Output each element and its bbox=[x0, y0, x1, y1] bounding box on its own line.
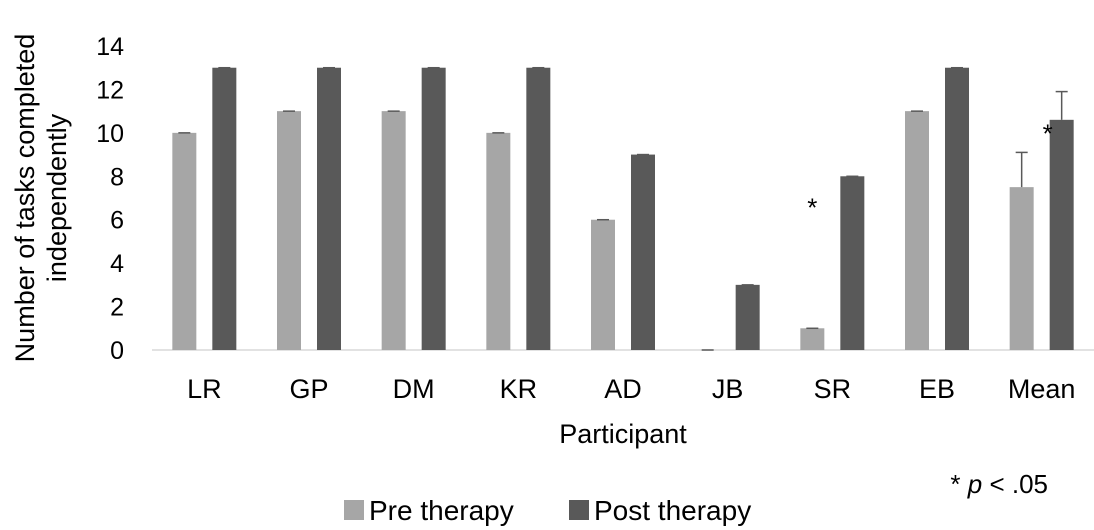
legend: Pre therapy Post therapy bbox=[344, 495, 751, 526]
bar-post bbox=[212, 67, 237, 350]
legend-swatch-pre bbox=[344, 500, 364, 520]
bar-pre bbox=[800, 328, 825, 350]
x-axis-categories: LR GP DM KR AD JB SR EB Mean bbox=[187, 374, 1075, 404]
significance-marks: ** bbox=[807, 118, 1052, 222]
x-tick-label: KR bbox=[500, 374, 538, 404]
y-tick-label: 14 bbox=[96, 33, 124, 61]
footnote-prefix: * bbox=[950, 469, 967, 499]
error-bars bbox=[178, 66, 1068, 351]
bar-pre bbox=[905, 111, 929, 351]
y-tick-label: 10 bbox=[96, 120, 124, 148]
x-tick-label: AD bbox=[604, 374, 642, 404]
y-tick-label: 0 bbox=[110, 337, 124, 365]
y-tick-label: 4 bbox=[110, 250, 124, 278]
footnote-suffix: < .05 bbox=[982, 469, 1048, 499]
bar-post bbox=[526, 67, 551, 350]
legend-label-pre: Pre therapy bbox=[369, 495, 514, 526]
x-tick-label: GP bbox=[289, 374, 328, 404]
significance-footnote: * p < .05 bbox=[950, 469, 1048, 499]
bar-pre bbox=[1009, 187, 1034, 350]
bar-post bbox=[317, 67, 341, 350]
bar-post bbox=[1049, 119, 1074, 350]
y-tick-label: 6 bbox=[110, 207, 124, 235]
footnote-p: p bbox=[967, 469, 982, 499]
bar-pre bbox=[381, 111, 406, 351]
bar-post bbox=[631, 154, 655, 350]
bar-pre bbox=[486, 132, 511, 350]
x-tick-label: JB bbox=[712, 374, 744, 404]
bars bbox=[172, 67, 1074, 351]
y-axis-title-line-1: Number of tasks completed bbox=[10, 34, 40, 363]
x-tick-label: Mean bbox=[1008, 374, 1076, 404]
legend-swatch-post bbox=[569, 500, 589, 520]
y-axis-ticks: 0 2 4 6 8 10 12 14 bbox=[96, 33, 124, 365]
y-tick-label: 8 bbox=[110, 163, 124, 191]
x-tick-label: DM bbox=[393, 374, 435, 404]
significance-star: * bbox=[807, 192, 817, 222]
bar-post bbox=[421, 67, 446, 350]
bar-pre bbox=[172, 132, 197, 350]
bar-post bbox=[840, 176, 865, 350]
y-tick-label: 2 bbox=[110, 294, 124, 322]
x-tick-label: LR bbox=[187, 374, 222, 404]
bar-post bbox=[945, 67, 969, 350]
x-axis-title: Participant bbox=[559, 419, 687, 449]
y-axis-title-line-2: independently bbox=[42, 113, 72, 282]
bar-pre bbox=[591, 219, 615, 350]
x-tick-label: SR bbox=[814, 374, 852, 404]
bar-post bbox=[735, 284, 760, 350]
x-tick-label: EB bbox=[919, 374, 955, 404]
y-tick-label: 12 bbox=[96, 76, 124, 104]
significance-star: * bbox=[1043, 118, 1053, 148]
bar-pre bbox=[277, 111, 301, 351]
legend-label-post: Post therapy bbox=[594, 495, 751, 526]
y-axis-title: Number of tasks completed independently bbox=[10, 34, 72, 363]
